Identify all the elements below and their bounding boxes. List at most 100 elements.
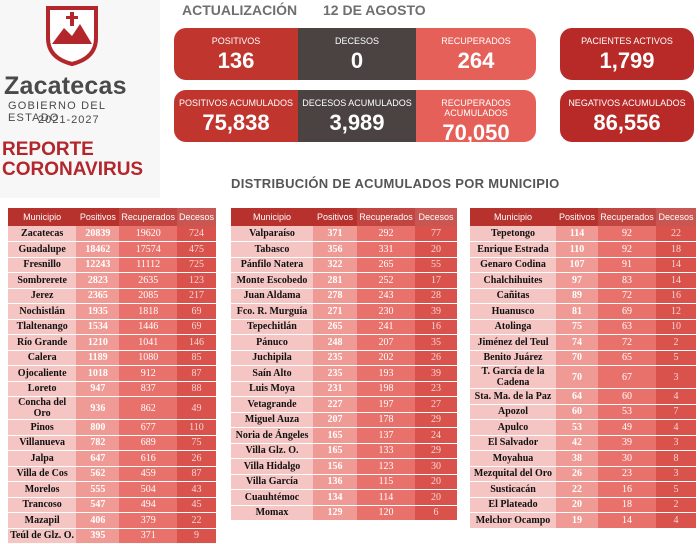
table-row: Morelos 555 504 43 bbox=[8, 481, 216, 498]
column-header: Recuperados bbox=[598, 208, 656, 226]
card-value: 0 bbox=[350, 48, 364, 73]
municipio-cell: Fco. R. Murguía bbox=[231, 303, 313, 320]
positivos-cell: 64 bbox=[556, 388, 598, 405]
recuperados-cell: 72 bbox=[598, 334, 656, 351]
recuperados-cell: 65 bbox=[598, 350, 656, 366]
positivos-cell: 97 bbox=[556, 272, 598, 289]
decesos-cell: 87 bbox=[176, 365, 216, 382]
positivos-cell: 1534 bbox=[76, 319, 120, 335]
decesos-cell: 55 bbox=[415, 257, 457, 273]
decesos-cell: 10 bbox=[656, 319, 696, 335]
positivos-cell: 2365 bbox=[76, 288, 120, 304]
decesos-cell: 4 bbox=[656, 388, 696, 405]
table-row: Chalchihuites 97 83 14 bbox=[470, 272, 696, 289]
recuperados-cell: 292 bbox=[357, 226, 415, 242]
report-title-line1: REPORTE bbox=[2, 139, 94, 160]
recuperados-cell: 92 bbox=[598, 241, 656, 258]
recuperados-cell: 193 bbox=[357, 365, 415, 382]
municipio-cell: El Plateado bbox=[470, 497, 556, 513]
positivos-cell: 107 bbox=[556, 257, 598, 273]
decesos-cell: 4 bbox=[656, 512, 696, 529]
recuperados-cell: 252 bbox=[357, 272, 415, 289]
card-negativos-acumulados: NEGATIVOS ACUMULADOS 86,556 bbox=[560, 90, 694, 142]
municipio-cell: Mezquital del Oro bbox=[470, 466, 556, 482]
table-row: Juchipila 235 202 26 bbox=[231, 350, 457, 366]
decesos-cell: 22 bbox=[656, 226, 696, 242]
recuperados-cell: 114 bbox=[357, 489, 415, 506]
municipio-cell: Pinos bbox=[8, 419, 77, 436]
table-row: Benito Juárez 70 65 5 bbox=[470, 350, 696, 366]
table-row: Zacatecas 20839 19620 724 bbox=[8, 226, 216, 242]
decesos-cell: 3 bbox=[656, 365, 696, 389]
municipio-cell: Juan Aldama bbox=[231, 288, 313, 304]
recuperados-cell: 198 bbox=[357, 381, 415, 397]
table-row: Apulco 53 49 4 bbox=[470, 419, 696, 436]
card-label: DECESOS ACUMULADOS bbox=[302, 98, 412, 108]
update-date: 12 DE AGOSTO bbox=[323, 2, 426, 18]
table-row: Jiménez del Teul 74 72 2 bbox=[470, 334, 696, 351]
decesos-cell: 7 bbox=[656, 404, 696, 420]
table-row: Fco. R. Murguía 271 230 39 bbox=[231, 303, 457, 320]
column-header: Municipio bbox=[470, 208, 556, 226]
decesos-cell: 75 bbox=[176, 435, 216, 451]
recuperados-cell: 616 bbox=[119, 450, 177, 467]
recuperados-cell: 1041 bbox=[119, 334, 177, 351]
recuperados-cell: 331 bbox=[357, 241, 415, 258]
recuperados-cell: 17574 bbox=[119, 241, 177, 258]
card-positivos-acumulados: POSITIVOS ACUMULADOS 75,838 bbox=[174, 90, 298, 142]
decesos-cell: 475 bbox=[176, 241, 216, 258]
municipio-cell: Apulco bbox=[470, 419, 556, 436]
decesos-cell: 29 bbox=[415, 443, 457, 459]
recuperados-cell: 83 bbox=[598, 272, 656, 289]
positivos-cell: 647 bbox=[76, 450, 120, 467]
recuperados-cell: 49 bbox=[598, 419, 656, 436]
positivos-cell: 235 bbox=[313, 365, 357, 382]
decesos-cell: 27 bbox=[415, 396, 457, 413]
positivos-cell: 356 bbox=[313, 241, 357, 258]
decesos-cell: 23 bbox=[415, 381, 457, 397]
decesos-cell: 146 bbox=[176, 334, 216, 351]
decesos-cell: 45 bbox=[176, 497, 216, 513]
decesos-cell: 77 bbox=[415, 226, 457, 242]
card-value: 86,556 bbox=[593, 110, 661, 135]
municipio-cell: Enrique Estrada bbox=[470, 241, 556, 258]
table-row: Pánuco 248 207 35 bbox=[231, 334, 457, 351]
decesos-cell: 20 bbox=[415, 489, 457, 506]
positivos-cell: 800 bbox=[76, 419, 120, 436]
municipio-cell: Miguel Auza bbox=[231, 412, 313, 428]
card-value: 70,050 bbox=[442, 120, 510, 142]
recuperados-cell: 371 bbox=[119, 528, 177, 544]
decesos-cell: 5 bbox=[656, 350, 696, 366]
table-row: Fresnillo 12243 11112 725 bbox=[8, 257, 216, 273]
positivos-cell: 371 bbox=[313, 226, 357, 242]
decesos-cell: 24 bbox=[415, 427, 457, 444]
positivos-cell: 165 bbox=[313, 443, 357, 459]
table-row: Noria de Ángeles 165 137 24 bbox=[231, 427, 457, 444]
municipio-cell: Jalpa bbox=[8, 450, 77, 467]
table-row: Jalpa 647 616 26 bbox=[8, 450, 216, 467]
decesos-cell: 14 bbox=[656, 257, 696, 273]
positivos-cell: 165 bbox=[313, 427, 357, 444]
table-row: Teúl de Glz. O. 395 371 9 bbox=[8, 528, 216, 544]
decesos-cell: 26 bbox=[415, 350, 457, 366]
decesos-cell: 87 bbox=[176, 466, 216, 482]
table-row: Mezquital del Oro 26 23 3 bbox=[470, 466, 696, 482]
table-row: Villa Hidalgo 156 123 30 bbox=[231, 458, 457, 475]
table-row: Concha del Oro 936 862 49 bbox=[8, 396, 216, 420]
card-value: 3,989 bbox=[329, 110, 385, 135]
table-row: Villa García 136 115 20 bbox=[231, 474, 457, 490]
municipio-cell: Benito Juárez bbox=[470, 350, 556, 366]
decesos-cell: 3 bbox=[656, 435, 696, 451]
column-header: Positivos bbox=[313, 208, 357, 226]
municipio-cell: Fresnillo bbox=[8, 257, 77, 273]
decesos-cell: 35 bbox=[415, 334, 457, 351]
municipio-table-2: Municipio Positivos Recuperados Decesos … bbox=[231, 208, 457, 521]
decesos-cell: 2 bbox=[656, 497, 696, 513]
table-row: Jerez 2365 2085 217 bbox=[8, 288, 216, 304]
table-row: Sombrerete 2823 2635 123 bbox=[8, 272, 216, 289]
municipio-cell: Saín Alto bbox=[231, 365, 313, 382]
table-header-row: Municipio Positivos Recuperados Decesos bbox=[231, 208, 457, 226]
section-title: DISTRIBUCIÓN DE ACUMULADOS POR MUNICIPIO bbox=[231, 176, 560, 191]
municipio-cell: Villa Hidalgo bbox=[231, 458, 313, 475]
positivos-cell: 322 bbox=[313, 257, 357, 273]
